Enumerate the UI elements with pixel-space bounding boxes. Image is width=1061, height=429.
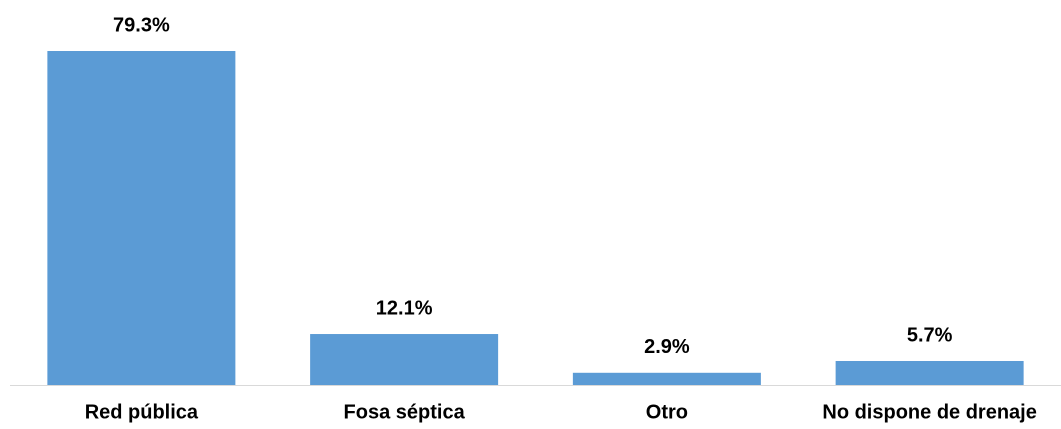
bar: [310, 334, 499, 385]
x-tick-label: Fosa séptica: [344, 401, 466, 423]
data-label: 2.9%: [644, 336, 690, 358]
x-tick-label: Red pública: [85, 401, 199, 423]
x-tick-label: No dispone de drenaje: [822, 401, 1036, 423]
x-tick-label: Otro: [646, 401, 688, 423]
bar: [835, 360, 1024, 385]
bar: [572, 372, 761, 385]
bar: [47, 51, 236, 385]
data-label: 12.1%: [376, 297, 433, 319]
data-label: 79.3%: [113, 14, 170, 36]
data-label: 5.7%: [907, 324, 953, 346]
